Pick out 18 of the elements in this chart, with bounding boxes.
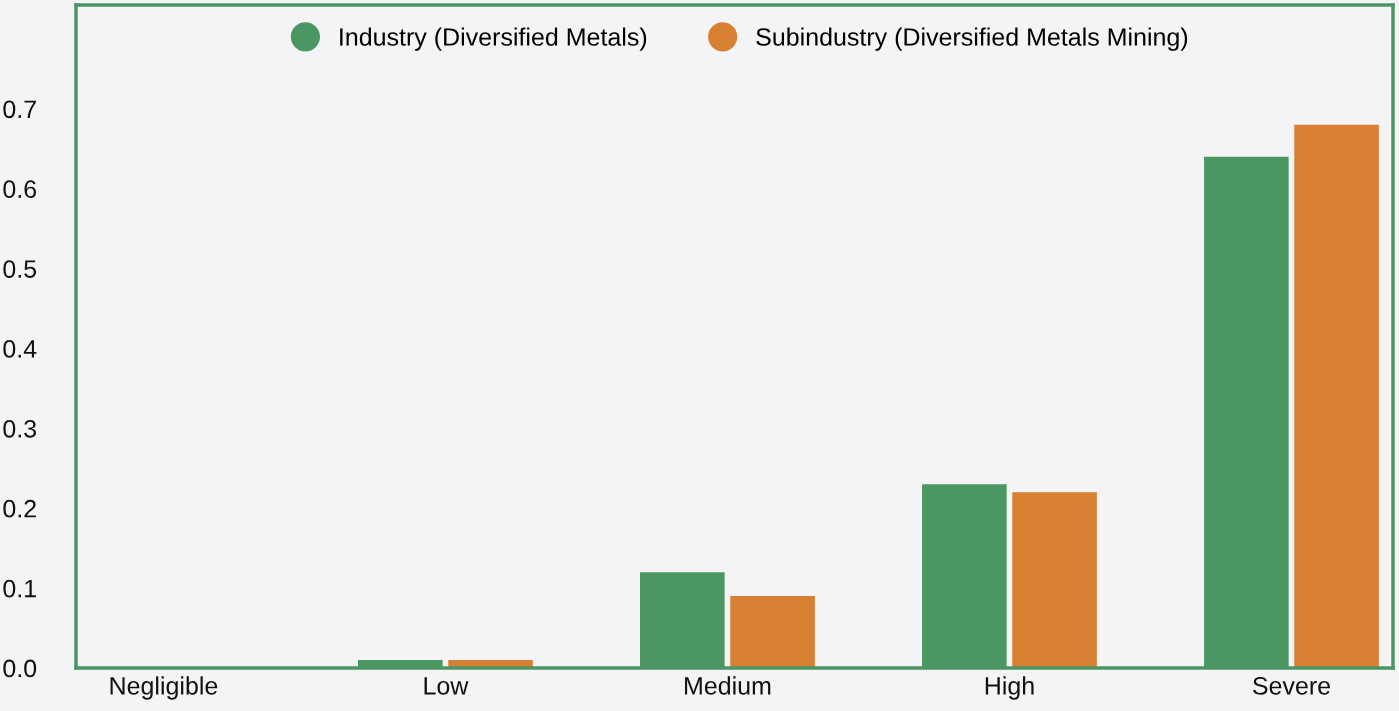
x-tick-label: Low xyxy=(424,677,469,695)
y-tick-label: 0.0 xyxy=(3,659,37,678)
y-tick-label: 0.6 xyxy=(3,180,37,199)
bar xyxy=(1294,124,1379,668)
x-tick-label: Medium xyxy=(685,676,771,695)
x-tick-label: High xyxy=(985,676,1034,700)
legend-label: Subindustry (Diversified Metals Mining) xyxy=(756,27,1188,51)
y-tick-label: 0.7 xyxy=(3,100,36,119)
bar xyxy=(730,596,815,668)
y-tick-label: 0.4 xyxy=(3,340,37,358)
y-tick-label: 0.5 xyxy=(3,260,37,278)
y-tick-label: 0.1 xyxy=(3,579,36,598)
x-tick-label: Severe xyxy=(1253,676,1330,695)
x-tick-label: Negligible xyxy=(110,676,218,700)
y-tick-label: 0.2 xyxy=(3,499,36,518)
legend-label: Industry (Diversified Metals) xyxy=(340,27,647,51)
bar xyxy=(1012,492,1097,668)
y-tick-label: 0.3 xyxy=(3,419,37,438)
